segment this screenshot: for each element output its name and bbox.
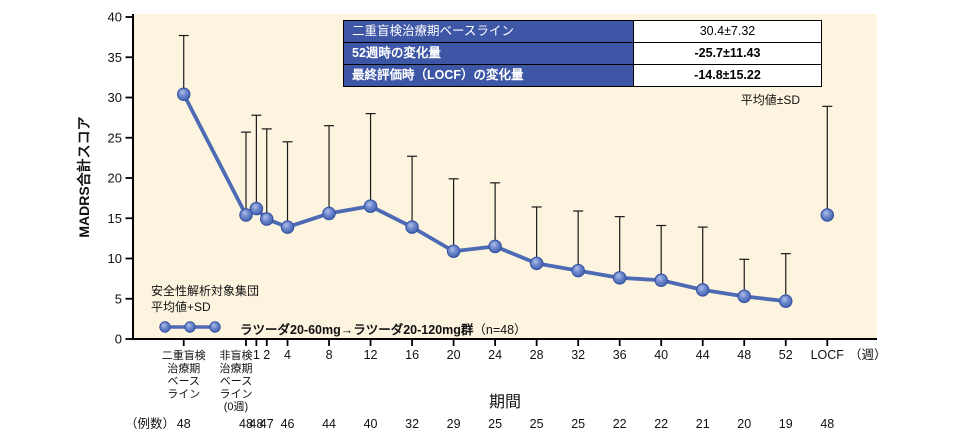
legend-marker-icon — [159, 321, 171, 333]
data-point-marker — [571, 263, 585, 278]
n-count: 48 — [239, 417, 253, 431]
x-tick-label: 20 — [447, 348, 461, 362]
x-tick-label: 二重盲検治療期ベースライン — [162, 348, 206, 400]
series-name-text: ラツーダ20-60mg→ラツーダ20-120mg群 — [240, 323, 474, 337]
n-count: 32 — [405, 417, 419, 431]
y-tick-label: 10 — [108, 251, 122, 266]
legend-measure-label: 平均値+SD — [151, 300, 211, 314]
table-row: 最終評価時（LOCF）の変化量 -14.8±15.22 — [343, 64, 822, 87]
n-count: 25 — [571, 417, 585, 431]
data-point-marker — [779, 294, 793, 308]
legend-population-label: 安全性解析対象集団 — [151, 284, 260, 298]
n-count: 44 — [322, 417, 336, 431]
data-point-marker — [322, 206, 336, 221]
y-tick-label: 15 — [108, 211, 122, 226]
n-count: 25 — [488, 417, 502, 431]
data-point-marker — [239, 208, 253, 222]
data-point-marker — [363, 199, 378, 213]
y-tick-label: 25 — [108, 130, 122, 145]
table-row: 二重盲検治療期ベースライン 30.4±7.32 — [343, 20, 822, 43]
n-count: 25 — [530, 417, 544, 431]
y-tick-label: 20 — [108, 171, 122, 186]
n-count: 46 — [281, 417, 295, 431]
x-tick-label: 24 — [488, 348, 502, 362]
x-tick-label: 8 — [326, 348, 333, 362]
n-count: 22 — [654, 417, 668, 431]
n-count: 48 — [177, 417, 191, 431]
y-tick-label: 40 — [108, 10, 122, 25]
n-count: 48 — [820, 417, 834, 431]
legend-marker-icon — [184, 321, 196, 333]
x-tick-label: 28 — [530, 348, 544, 362]
x-tick-label: 48 — [737, 348, 751, 362]
data-point-marker — [405, 220, 419, 234]
summary-row-value: 30.4±7.32 — [633, 20, 822, 43]
data-point-marker — [176, 87, 191, 102]
data-point-marker — [737, 289, 751, 304]
n-count: 19 — [779, 417, 793, 431]
data-point-marker — [612, 271, 627, 285]
data-point-marker — [529, 256, 544, 271]
x-axis-unit-label: （週） — [849, 348, 887, 362]
legend-marker-icon — [209, 321, 221, 333]
y-tick-label: 30 — [108, 90, 122, 105]
series-markers-group — [176, 87, 835, 308]
counts-row-label: （例数） — [125, 416, 175, 431]
table-row: 52週時の変化量 -25.7±11.43 — [343, 42, 822, 65]
summary-row-value: -14.8±15.22 — [633, 64, 822, 87]
x-tick-label: 非盲検治療期ベースライン(0週) — [220, 348, 253, 413]
axis-ticks-group — [125, 16, 829, 346]
y-tick-label: 5 — [115, 291, 122, 306]
data-point-marker — [280, 220, 295, 234]
x-tick-label: LOCF — [811, 348, 845, 362]
data-point-marker — [820, 208, 835, 222]
summary-row-label: 最終評価時（LOCF）の変化量 — [343, 64, 634, 87]
x-axis-title: 期間 — [489, 393, 521, 411]
n-count: 20 — [737, 417, 751, 431]
x-tick-label: 36 — [613, 348, 627, 362]
x-tick-label: 4 — [284, 348, 291, 362]
n-count: 47 — [260, 417, 274, 431]
data-point-marker — [654, 273, 668, 287]
error-bars-group — [178, 34, 833, 302]
x-tick-label: 2 — [263, 348, 270, 362]
summary-statistics-table: 二重盲検治療期ベースライン 30.4±7.32 52週時の変化量 -25.7±1… — [343, 20, 822, 87]
mean-sd-annotation: 平均値±SD — [741, 92, 801, 107]
summary-row-label: 二重盲検治療期ベースライン — [343, 20, 634, 43]
y-axis-title: MADRS合計スコア — [76, 116, 92, 237]
data-point-marker — [249, 201, 264, 216]
legend-series-sample — [159, 321, 221, 333]
n-count: 40 — [364, 417, 378, 431]
x-tick-label: 12 — [364, 348, 378, 362]
n-count: 22 — [613, 417, 627, 431]
n-count: 48 — [249, 417, 263, 431]
y-tick-label: 35 — [108, 50, 122, 65]
summary-row-value: -25.7±11.43 — [633, 42, 822, 65]
x-tick-label: 44 — [696, 348, 710, 362]
series-n-text: （n=48） — [473, 323, 527, 337]
data-point-marker — [260, 212, 274, 226]
x-tick-label: 32 — [571, 348, 585, 362]
x-tick-label: 40 — [654, 348, 668, 362]
summary-row-label: 52週時の変化量 — [343, 42, 634, 65]
x-tick-label: 1 — [253, 348, 260, 362]
y-tick-label: 0 — [115, 332, 122, 347]
data-point-marker — [446, 244, 461, 259]
n-count: 21 — [696, 417, 710, 431]
x-tick-label: 16 — [405, 348, 419, 362]
legend-series-label: ラツーダ20-60mg→ラツーダ20-120mg群（n=48） — [240, 319, 527, 338]
n-count: 29 — [447, 417, 461, 431]
data-point-marker — [695, 283, 710, 297]
data-point-marker — [488, 239, 502, 254]
y-tick-labels-group: 0 5 10 15 20 25 30 35 40 — [108, 10, 122, 347]
x-tick-label: 52 — [779, 348, 793, 362]
